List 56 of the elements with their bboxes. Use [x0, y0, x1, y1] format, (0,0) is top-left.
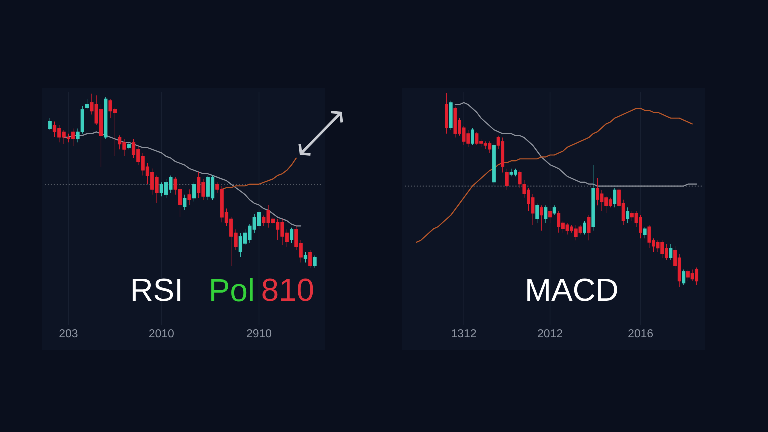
candlestick — [501, 138, 505, 173]
candlestick — [488, 141, 492, 154]
candlestick — [682, 269, 686, 286]
annotation: MACD — [528, 278, 618, 302]
candlestick — [183, 194, 187, 211]
candlestick — [492, 143, 496, 187]
candlestick — [210, 175, 215, 200]
candlestick — [648, 224, 652, 249]
candlestick — [290, 228, 294, 244]
candlestick — [552, 205, 556, 216]
candlestick — [536, 203, 540, 224]
candlestick — [574, 224, 578, 241]
candlestick — [445, 92, 449, 134]
candlestick — [583, 220, 586, 236]
text: 810 — [262, 278, 314, 302]
candlestick — [470, 128, 474, 146]
candlestick — [669, 244, 673, 260]
candlestick — [104, 97, 108, 140]
candlestick — [664, 244, 668, 260]
candlestick — [188, 189, 192, 206]
candlestick — [592, 164, 596, 232]
x-tick-label: 2012 — [538, 330, 562, 338]
candlestick — [257, 210, 262, 230]
candlestick — [454, 106, 458, 138]
candlestick — [660, 240, 664, 258]
candlestick — [643, 226, 647, 239]
candlestick — [587, 215, 591, 241]
candlestick — [127, 142, 131, 150]
x-tick-label: 203 — [60, 330, 78, 338]
candlestick — [626, 207, 630, 224]
candlestick — [308, 250, 312, 268]
x-tick-label: 2010 — [149, 330, 174, 338]
candlestick — [449, 100, 453, 130]
candlestick — [566, 222, 570, 236]
candlestick — [313, 255, 317, 268]
candlestick — [304, 252, 308, 263]
candlestick — [557, 211, 561, 234]
candlestick — [466, 130, 470, 148]
x-tick-label: 1312 — [452, 330, 476, 338]
x-tick-label: 2910 — [247, 330, 272, 338]
candlestick — [544, 205, 548, 224]
candlestick — [695, 267, 699, 286]
candlestick — [85, 98, 90, 110]
text: Pol — [212, 278, 253, 302]
text: RSI — [132, 278, 181, 302]
x-tick-label: 2016 — [628, 330, 654, 338]
candlestick — [484, 141, 488, 150]
candlestick — [548, 207, 552, 224]
candlestick — [613, 188, 617, 208]
candlestick — [48, 118, 52, 131]
candlestick — [510, 168, 514, 177]
candlestick — [475, 132, 479, 146]
candlestick — [192, 182, 196, 202]
candlestick — [690, 269, 694, 282]
candlestick — [505, 168, 509, 190]
candlestick — [540, 205, 544, 232]
